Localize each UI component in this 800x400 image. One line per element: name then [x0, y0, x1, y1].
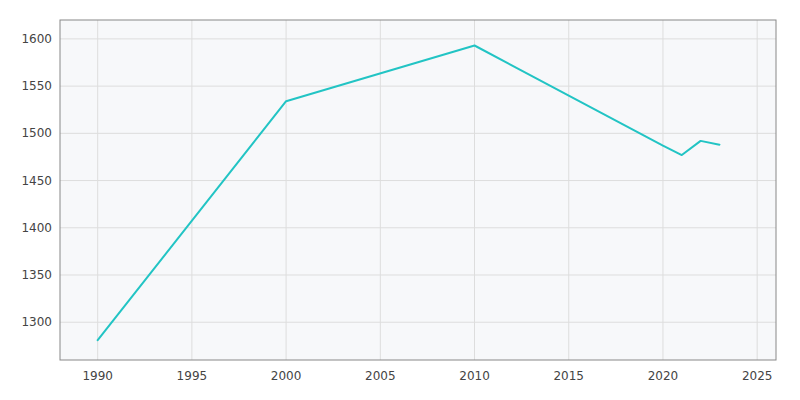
- x-tick-label: 2000: [271, 369, 302, 383]
- x-grid-line: [286, 20, 287, 360]
- x-grid-line: [191, 20, 192, 360]
- y-grid-line: [60, 86, 776, 87]
- x-grid-line: [380, 20, 381, 360]
- y-tick-label: 1300: [21, 315, 52, 329]
- x-grid-line: [568, 20, 569, 360]
- y-tick-label: 1600: [21, 32, 52, 46]
- y-tick-label: 1400: [21, 221, 52, 235]
- x-tick-label: 1990: [82, 369, 113, 383]
- y-tick-label: 1350: [21, 268, 52, 282]
- y-tick-label: 1500: [21, 126, 52, 140]
- line: [98, 46, 720, 341]
- data-layer: [98, 46, 720, 341]
- y-tick-label: 1550: [21, 79, 52, 93]
- x-tick-label: 1995: [177, 369, 208, 383]
- grid: [60, 20, 776, 360]
- y-grid-line: [60, 227, 776, 228]
- plot-area: [60, 20, 776, 360]
- y-grid-line: [60, 275, 776, 276]
- x-tick-label: 2015: [553, 369, 584, 383]
- y-grid-line: [60, 38, 776, 39]
- x-grid-line: [757, 20, 758, 360]
- x-tick-label: 2005: [365, 369, 396, 383]
- x-tick-label: 2025: [742, 369, 773, 383]
- y-grid-line: [60, 322, 776, 323]
- y-tick-label: 1450: [21, 174, 52, 188]
- x-tick-label: 2020: [648, 369, 679, 383]
- x-tick-label: 2010: [459, 369, 490, 383]
- chart: 1300 1350 1400 1450 1500 1550 1600 1990 1995 2000…: [0, 0, 800, 400]
- x-grid-line: [97, 20, 98, 360]
- axes: 1300 1350 1400 1450 1500 1550 1600 1990 1995 2000…: [21, 32, 772, 383]
- y-grid-line: [60, 180, 776, 181]
- plot-frame: [60, 20, 776, 360]
- x-grid-line: [474, 20, 475, 360]
- y-grid-line: [60, 133, 776, 134]
- x-grid-line: [662, 20, 663, 360]
